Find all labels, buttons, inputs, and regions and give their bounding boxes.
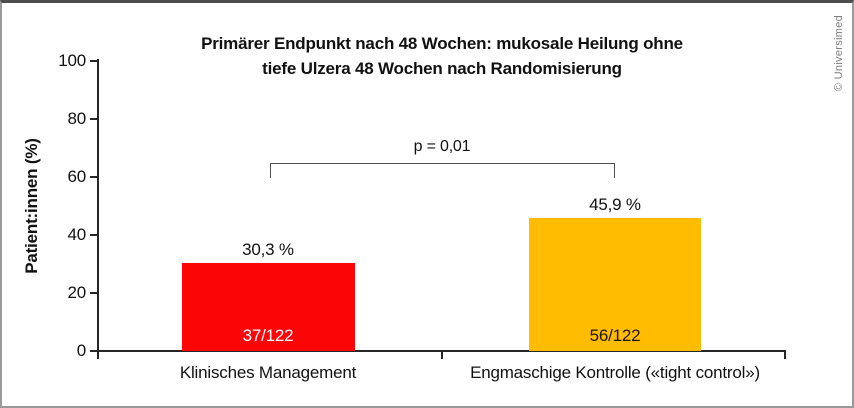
y-tick-mark	[90, 60, 98, 62]
significance-bracket-line	[270, 163, 615, 164]
y-tick-mark	[90, 234, 98, 236]
bar-engmaschige-kontrolle	[529, 218, 701, 351]
chart-title-line2: tiefe Ulzera 48 Wochen nach Randomisieru…	[262, 59, 622, 78]
significance-bracket-tick	[270, 163, 271, 178]
y-tick-label: 0	[76, 341, 86, 360]
copyright-label: © Universimed	[833, 14, 845, 92]
bar-value-label: 45,9 %	[589, 195, 641, 214]
y-axis-label: Patient:innen (%)	[22, 138, 41, 274]
chart-title-line1: Primärer Endpunkt nach 48 Wochen: mukosa…	[201, 34, 683, 53]
x-axis-line	[97, 350, 786, 352]
x-category-label: Klinisches Management	[179, 363, 357, 382]
y-axis-line	[97, 59, 99, 352]
y-tick-label: 60	[67, 167, 86, 186]
bar-count-label: 37/122	[242, 326, 294, 345]
significance-bracket-tick	[614, 163, 615, 178]
y-tick-mark	[90, 176, 98, 178]
y-tick-mark	[90, 350, 98, 352]
bar-value-label: 30,3 %	[242, 240, 294, 259]
x-tick-mark	[441, 352, 443, 359]
x-tick-mark	[784, 352, 786, 359]
chart-title: Primärer Endpunkt nach 48 Wochen: mukosa…	[98, 31, 786, 81]
x-category-label: Engmaschige Kontrolle («tight control»)	[470, 363, 760, 382]
y-tick-mark	[90, 118, 98, 120]
y-tick-label: 20	[67, 283, 86, 302]
bar-count-label: 56/122	[589, 326, 641, 345]
p-value-label: p = 0,01	[413, 138, 471, 155]
y-tick-label: 80	[67, 109, 86, 128]
y-tick-label: 40	[67, 225, 86, 244]
y-tick-label: 100	[58, 51, 86, 70]
y-tick-mark	[90, 292, 98, 294]
x-tick-mark	[97, 352, 99, 359]
bar-klinisches-management	[182, 263, 355, 351]
